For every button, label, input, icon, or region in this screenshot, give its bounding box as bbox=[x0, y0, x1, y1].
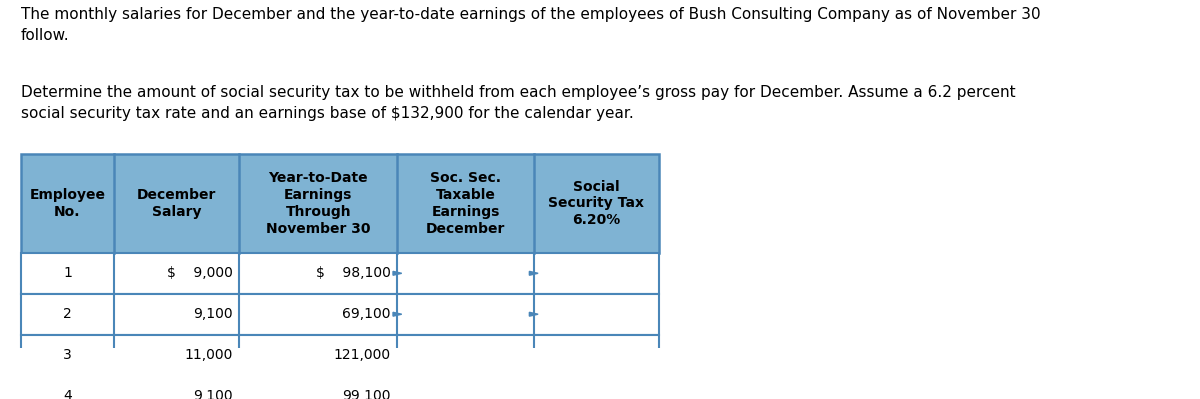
Polygon shape bbox=[394, 394, 402, 398]
Text: Year-to-Date
Earnings
Through
November 30: Year-to-Date Earnings Through November 3… bbox=[266, 171, 371, 235]
Text: Soc. Sec.
Taxable
Earnings
December: Soc. Sec. Taxable Earnings December bbox=[426, 171, 505, 235]
Text: 11,000: 11,000 bbox=[185, 348, 233, 362]
Bar bbox=[22, 375, 659, 399]
Bar bbox=[22, 294, 659, 335]
Text: 3: 3 bbox=[64, 348, 72, 362]
Text: 121,000: 121,000 bbox=[334, 348, 391, 362]
Text: Determine the amount of social security tax to be withheld from each employee’s : Determine the amount of social security … bbox=[22, 85, 1015, 120]
Polygon shape bbox=[529, 353, 538, 357]
Text: Social
Security Tax
6.20%: Social Security Tax 6.20% bbox=[548, 180, 644, 227]
Text: $    98,100: $ 98,100 bbox=[316, 266, 391, 280]
Polygon shape bbox=[394, 312, 402, 316]
Bar bbox=[22, 154, 659, 253]
Polygon shape bbox=[394, 271, 402, 275]
Polygon shape bbox=[529, 394, 538, 398]
Text: 69,100: 69,100 bbox=[342, 307, 391, 321]
Bar bbox=[22, 335, 659, 375]
Text: 99,100: 99,100 bbox=[342, 389, 391, 399]
Text: 4: 4 bbox=[64, 389, 72, 399]
Text: 1: 1 bbox=[62, 266, 72, 280]
Text: 2: 2 bbox=[64, 307, 72, 321]
Text: December
Salary: December Salary bbox=[137, 188, 216, 219]
Bar bbox=[22, 253, 659, 294]
Text: 9,100: 9,100 bbox=[193, 389, 233, 399]
Text: 9,100: 9,100 bbox=[193, 307, 233, 321]
Text: The monthly salaries for December and the year-to-date earnings of the employees: The monthly salaries for December and th… bbox=[22, 7, 1040, 43]
Polygon shape bbox=[529, 312, 538, 316]
Text: Employee
No.: Employee No. bbox=[29, 188, 106, 219]
Polygon shape bbox=[529, 271, 538, 275]
Polygon shape bbox=[394, 353, 402, 357]
Text: $    9,000: $ 9,000 bbox=[167, 266, 233, 280]
